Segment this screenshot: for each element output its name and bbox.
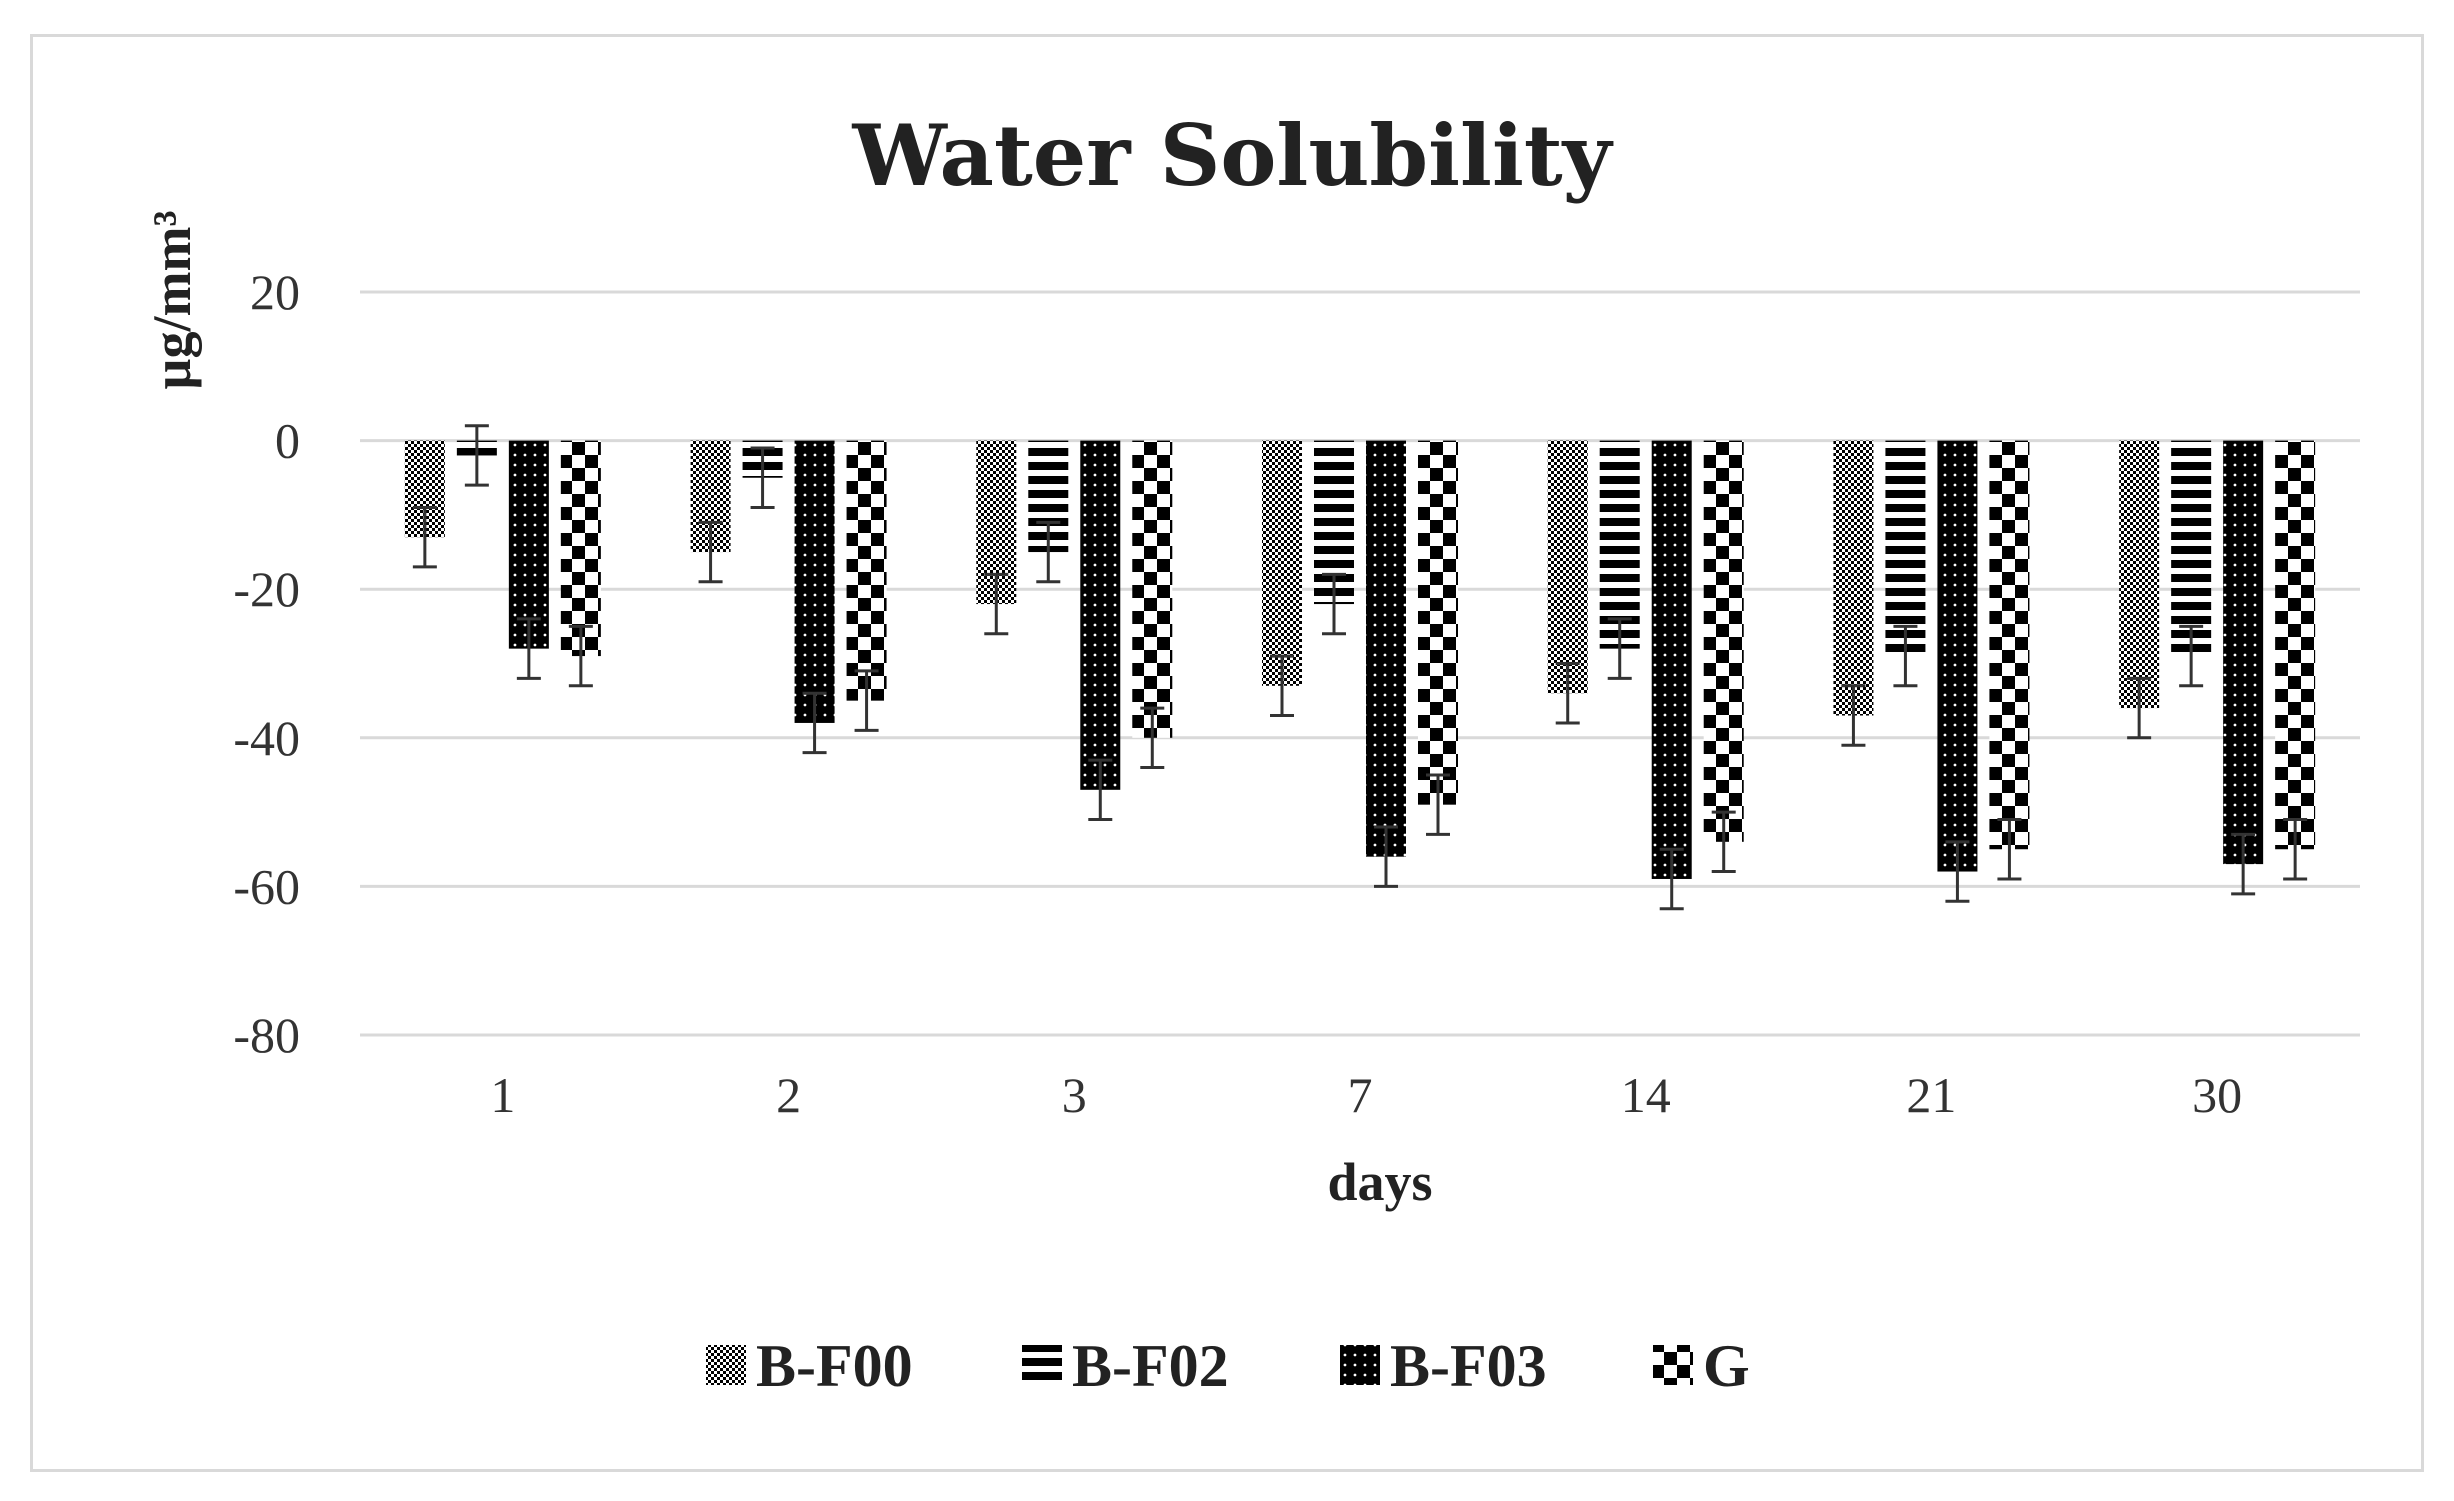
- y-axis-label: µg/mm³: [142, 210, 202, 389]
- bar-b-f02-day-30: [2171, 440, 2212, 657]
- error-bar-b-f02-day-1: [464, 424, 489, 487]
- legend-item-g: G: [1653, 1333, 1750, 1399]
- error-bar-g-day-7: [1426, 773, 1450, 836]
- legend-swatch: [1653, 1345, 1693, 1385]
- x-tick-label: 7: [1348, 1067, 1373, 1123]
- bar-b-f02-day-14: [1599, 440, 1640, 649]
- y-tick-label: -60: [233, 858, 300, 914]
- x-tick-label: 30: [2192, 1067, 2242, 1123]
- error-bar-b-f00-day-3: [984, 572, 1009, 636]
- x-tick-label: 21: [1906, 1067, 1956, 1123]
- legend-label: B-F03: [1390, 1333, 1547, 1399]
- bar-b-f03-day-30: [2223, 440, 2264, 865]
- bar-b-f00-day-7: [1262, 440, 1302, 686]
- error-bar-b-f02-day-2: [750, 446, 775, 509]
- error-bar-b-f00-day-2: [698, 520, 723, 584]
- legend-item-b-f00: B-F00: [706, 1333, 913, 1399]
- chart-title: Water Solubility: [852, 106, 1614, 205]
- x-tick-label: 14: [1621, 1067, 1671, 1123]
- error-bar-b-f00-day-14: [1555, 662, 1580, 725]
- x-tick-label: 1: [490, 1067, 515, 1123]
- bar-b-f00-day-21: [1833, 440, 1874, 716]
- error-bar-b-f03-day-1: [516, 617, 541, 680]
- bar-b-f03-day-14: [1651, 440, 1692, 879]
- legend: B-F00 B-F02 B-F03 G: [706, 1333, 1750, 1399]
- bar-b-f00-day-14: [1547, 440, 1588, 694]
- legend-swatch: [1022, 1345, 1062, 1385]
- error-bar-g-day-3: [1140, 706, 1165, 770]
- bar-b-f03-day-21: [1937, 440, 1978, 872]
- bar-b-f02-day-21: [1885, 440, 1926, 657]
- error-bar-b-f02-day-30: [2179, 624, 2204, 688]
- error-bar-b-f03-day-21: [1945, 840, 1970, 903]
- bar-b-f03-day-3: [1080, 440, 1121, 790]
- bar-g-day-1: [560, 440, 601, 657]
- error-bar-b-f03-day-3: [1088, 758, 1113, 822]
- error-bar-b-f03-day-30: [2231, 832, 2256, 896]
- error-bar-b-f02-day-14: [1607, 617, 1632, 680]
- legend-label: G: [1703, 1333, 1750, 1399]
- error-bar-g-day-2: [854, 669, 879, 732]
- y-tick-label: -20: [233, 561, 300, 617]
- error-bars: [412, 424, 2308, 911]
- grid-lines: [360, 290, 2360, 1037]
- legend-swatch: [1340, 1345, 1380, 1385]
- legend-item-b-f02: B-F02: [1022, 1333, 1229, 1399]
- error-bar-g-day-30: [2283, 818, 2308, 881]
- bar-g-day-7: [1418, 440, 1458, 805]
- y-tick-labels: 20 0 -20 -40 -60 -80: [233, 264, 300, 1063]
- bars: [404, 440, 2316, 879]
- y-tick-label: -40: [233, 710, 300, 766]
- x-tick-labels: 1 2 3 7 14 21 30: [490, 1067, 2242, 1123]
- error-bar-b-f02-day-21: [1893, 624, 1918, 688]
- bar-b-f03-day-1: [508, 440, 549, 649]
- x-axis-label: days: [1327, 1152, 1432, 1212]
- bar-g-day-30: [2275, 440, 2316, 850]
- error-bar-b-f03-day-7: [1374, 825, 1398, 888]
- bar-g-day-3: [1132, 440, 1173, 738]
- error-bar-g-day-14: [1711, 810, 1736, 874]
- bar-b-f00-day-30: [2119, 440, 2160, 709]
- error-bar-b-f00-day-7: [1270, 654, 1294, 718]
- error-bar-b-f03-day-14: [1659, 847, 1684, 911]
- x-tick-label: 3: [1062, 1067, 1087, 1123]
- legend-swatch: [706, 1345, 746, 1385]
- bar-g-day-2: [846, 440, 887, 701]
- bar-b-f03-day-2: [794, 440, 835, 723]
- bar-g-day-21: [1989, 440, 2030, 850]
- y-tick-label: 20: [250, 264, 300, 320]
- error-bar-b-f00-day-1: [412, 505, 437, 569]
- bar-g-day-14: [1703, 440, 1744, 842]
- x-tick-label: 2: [776, 1067, 801, 1123]
- error-bar-b-f03-day-2: [802, 691, 827, 755]
- error-bar-g-day-21: [1997, 818, 2022, 881]
- error-bar-b-f02-day-7: [1322, 572, 1346, 636]
- error-bar-b-f02-day-3: [1036, 520, 1061, 584]
- y-tick-label: -80: [233, 1007, 300, 1063]
- bar-b-f03-day-7: [1366, 440, 1406, 857]
- legend-label: B-F02: [1072, 1333, 1229, 1399]
- legend-label: B-F00: [756, 1333, 913, 1399]
- error-bar-g-day-1: [568, 624, 593, 688]
- error-bar-b-f00-day-21: [1841, 684, 1866, 747]
- legend-item-b-f03: B-F03: [1340, 1333, 1547, 1399]
- y-tick-label: 0: [275, 413, 300, 469]
- error-bar-b-f00-day-30: [2127, 676, 2152, 740]
